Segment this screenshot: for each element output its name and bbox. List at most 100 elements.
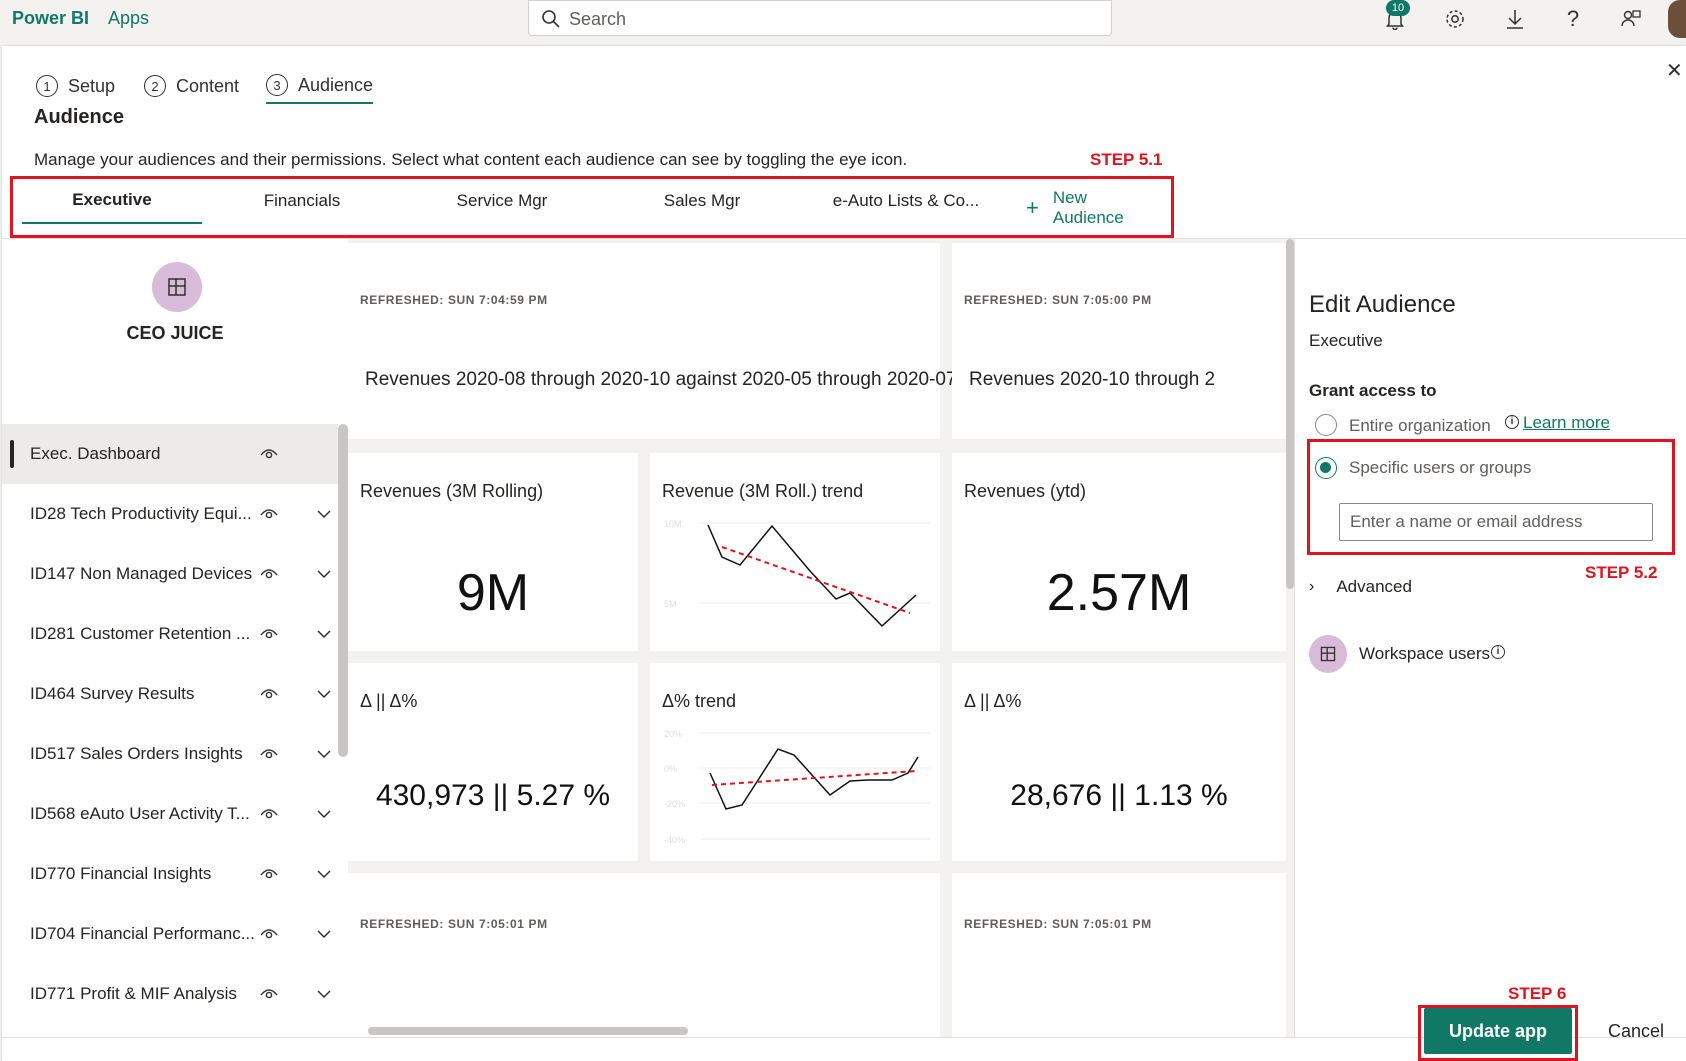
top-bar: Power BI Apps Search 10 ? [0, 0, 1686, 46]
tile-revenues-text[interactable]: REFRESHED: SUN 7:04:59 PM Revenues 2020-… [348, 243, 957, 439]
workspace-users-icon [1309, 635, 1347, 673]
email-field[interactable] [1340, 504, 1652, 540]
dashboard-horizontal-scrollbar[interactable] [368, 1027, 688, 1035]
chevron-down-icon[interactable] [316, 926, 332, 942]
chevron-down-icon[interactable] [316, 986, 332, 1002]
gear-icon[interactable] [1442, 6, 1468, 32]
content-nav: CEO JUICE Exec. Dashboard ID28 Tech Produ… [2, 239, 348, 1037]
plus-icon: + [1026, 195, 1039, 220]
step-setup[interactable]: 1 Setup [36, 68, 115, 104]
audience-tab-financials[interactable]: Financials [263, 191, 341, 210]
tile-title: Δ || Δ% [964, 691, 1022, 711]
refreshed-label: REFRESHED: SUN 7:05:00 PM [964, 293, 1152, 307]
audience-tab-executive[interactable]: Executive [22, 178, 202, 224]
audience-tab-eauto-lists[interactable]: e-Auto Lists & Co... [832, 191, 980, 210]
nav-item[interactable]: ID28 Tech Productivity Equi... [2, 484, 338, 544]
nav-item[interactable]: ID568 eAuto User Activity T... [2, 784, 338, 844]
nav-item[interactable]: ID771 Profit & MIF Analysis [2, 964, 338, 1024]
download-icon[interactable] [1502, 6, 1528, 32]
axis-label: 0% [664, 764, 677, 774]
page-title: Audience [34, 106, 125, 128]
nav-item[interactable]: ID147 Non Managed Devices [2, 544, 338, 604]
chevron-down-icon[interactable] [316, 806, 332, 822]
axis-label: -40% [664, 835, 685, 845]
tile-revenues-text-2[interactable]: REFRESHED: SUN 7:05:00 PM Revenues 2020-… [952, 243, 1286, 439]
chevron-down-icon[interactable] [316, 866, 332, 882]
tile-refreshed-3[interactable]: REFRESHED: SUN 7:05:01 PM [348, 873, 940, 1037]
step-5-1-highlight [10, 176, 1174, 238]
dashboard-vertical-scrollbar[interactable] [1286, 239, 1294, 589]
step-number: 2 [144, 75, 166, 97]
tile-revenues-3m[interactable]: Revenues (3M Rolling) 9M [348, 453, 638, 651]
page-description: Manage your audiences and their permissi… [34, 150, 908, 169]
tile-refreshed-4[interactable]: REFRESHED: SUN 7:05:01 PM [952, 873, 1286, 1037]
tile-revenues-ytd[interactable]: Revenues (ytd) 2.57M [952, 453, 1286, 651]
learn-more-link[interactable]: Learn more [1523, 413, 1610, 432]
advanced-label: Advanced [1336, 577, 1412, 596]
eye-icon[interactable] [260, 506, 278, 520]
workspace-users-label: Workspace users [1359, 644, 1491, 663]
eye-icon[interactable] [260, 686, 278, 700]
tile-revenue-trend[interactable]: Revenue (3M Roll.) trend 10M 5M [650, 453, 940, 651]
update-app-button[interactable]: Update app [1424, 1008, 1572, 1054]
nav-item-label: Exec. Dashboard [30, 444, 161, 463]
close-icon[interactable]: ✕ [1666, 60, 1683, 82]
email-field-wrapper [1339, 503, 1653, 541]
tile-delta-trend[interactable]: Δ% trend 20% 0% -20% -40% [650, 663, 940, 861]
search-box[interactable]: Search [528, 0, 1112, 36]
tile-title: Δ% trend [662, 691, 737, 711]
user-avatar[interactable] [1668, 0, 1686, 38]
step-label: Content [176, 75, 240, 96]
notification-badge: 10 [1386, 0, 1410, 16]
step-5-2-highlight [1307, 439, 1675, 555]
divider [2, 238, 1686, 239]
chevron-down-icon[interactable] [316, 746, 332, 762]
cancel-button[interactable]: Cancel [1596, 1008, 1676, 1054]
radio-specific-users[interactable] [1315, 457, 1337, 479]
eye-icon[interactable] [260, 746, 278, 760]
eye-icon[interactable] [260, 986, 278, 1000]
tile-delta-2[interactable]: Δ || Δ% 28,676 || 1.13 % [952, 663, 1286, 861]
new-audience-button[interactable]: + New Audience [1026, 188, 1124, 228]
radio-entire-organization[interactable] [1315, 414, 1337, 436]
info-icon[interactable]: i [1505, 415, 1519, 429]
nav-item[interactable]: ID464 Survey Results [2, 664, 338, 724]
nav-item-label: ID147 Non Managed Devices [30, 564, 253, 583]
eye-icon[interactable] [260, 926, 278, 940]
nav-item-label: ID704 Financial Performanc... [30, 924, 255, 943]
axis-label: 5M [664, 599, 677, 609]
nav-item[interactable]: ID281 Customer Retention ... [2, 604, 338, 664]
eye-icon[interactable] [260, 806, 278, 820]
chevron-down-icon[interactable] [316, 626, 332, 642]
nav-item[interactable]: ID704 Financial Performanc... [2, 904, 338, 964]
footer-divider [2, 1037, 1686, 1038]
tile-delta-1[interactable]: Δ || Δ% 430,973 || 5.27 % [348, 663, 638, 861]
eye-icon[interactable] [260, 626, 278, 640]
chevron-down-icon[interactable] [316, 686, 332, 702]
nav-item[interactable]: ID517 Sales Orders Insights [2, 724, 338, 784]
eye-icon[interactable] [260, 446, 278, 460]
tile-text: Revenues 2020-10 through 2 [969, 369, 1216, 390]
eye-icon[interactable] [260, 866, 278, 880]
audience-tab-service-mgr[interactable]: Service Mgr [456, 191, 548, 210]
advanced-toggle[interactable]: › Advanced [1309, 577, 1412, 597]
chevron-down-icon[interactable] [316, 566, 332, 582]
kpi-value: 9M [456, 564, 530, 622]
workspace-name: CEO JUICE [126, 323, 224, 343]
audience-tab-sales-mgr[interactable]: Sales Mgr [663, 191, 741, 210]
help-icon[interactable]: ? [1566, 6, 1580, 31]
dashboard-preview: REFRESHED: SUN 7:04:59 PM Revenues 2020-… [348, 239, 1294, 1037]
apps-link[interactable]: Apps [108, 8, 150, 28]
step-audience[interactable]: 3 Audience [266, 68, 374, 104]
info-icon[interactable]: i [1491, 645, 1505, 659]
tile-title: Revenues (3M Rolling) [360, 481, 544, 501]
power-bi-logo[interactable]: Power BI [12, 8, 90, 28]
nav-item[interactable]: Exec. Dashboard [2, 424, 338, 484]
eye-icon[interactable] [260, 566, 278, 580]
nav-item[interactable]: ID770 Financial Insights [2, 844, 338, 904]
step-content[interactable]: 2 Content [144, 68, 239, 104]
chevron-down-icon[interactable] [316, 506, 332, 522]
step-6-highlight [1418, 1005, 1578, 1061]
nav-scrollbar[interactable] [338, 424, 348, 757]
share-people-icon[interactable] [1618, 6, 1644, 32]
